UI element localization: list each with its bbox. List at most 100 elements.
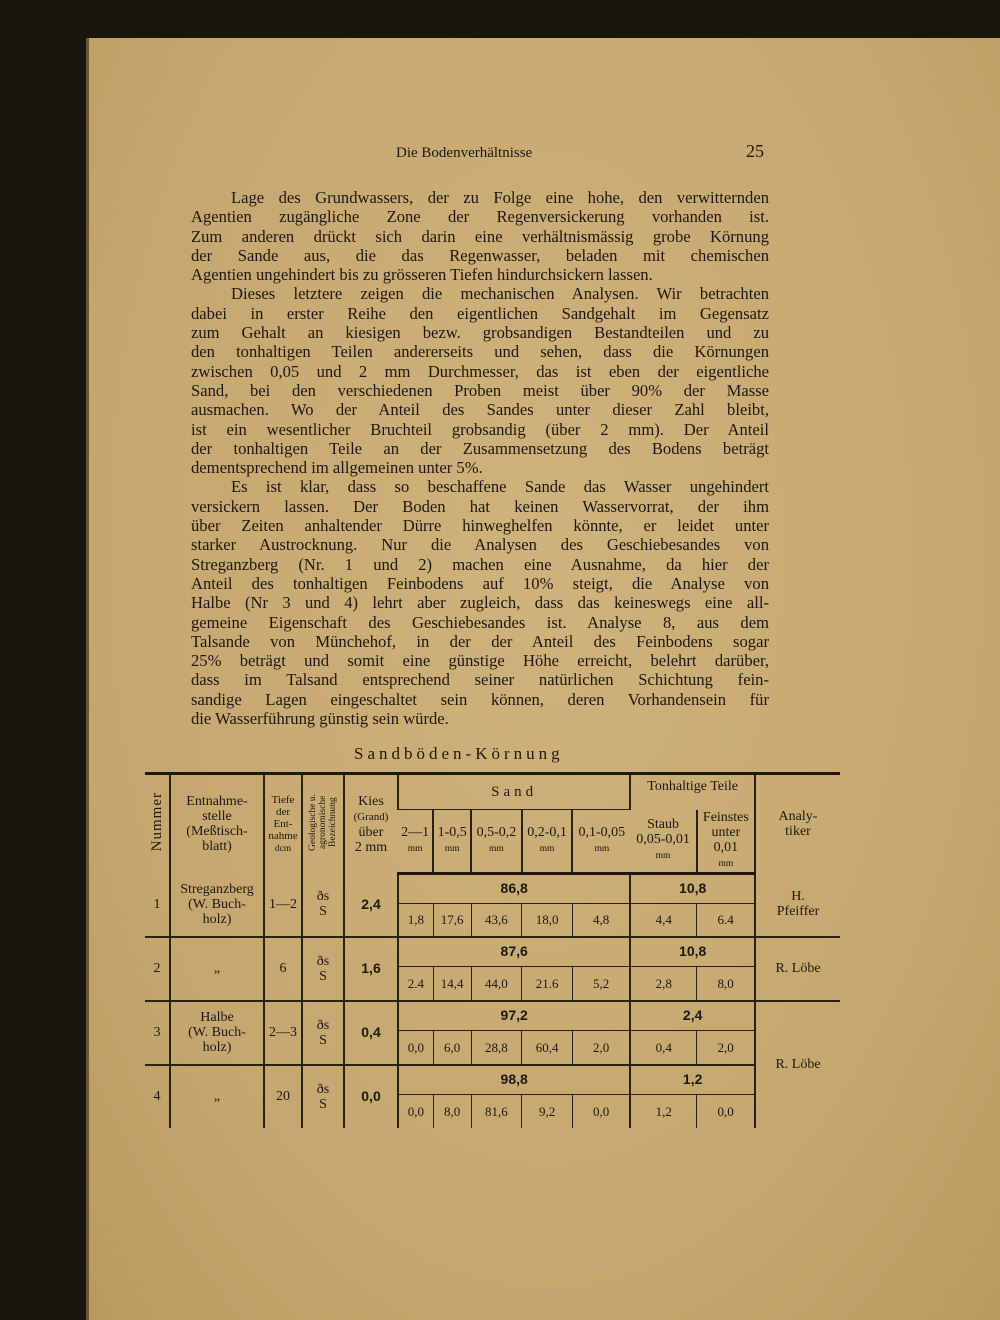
text-line: sandige Lagen eingeschaltet sein können,… [191, 689, 769, 709]
header-feinst: Feinstes unter 0,01 mm [695, 809, 755, 875]
cell-sand-total: 98,8 [396, 1063, 631, 1095]
cell-staub: 2,8 [629, 966, 697, 1001]
header-sand-fraction: 2—1 mm [398, 809, 434, 875]
text-line: die Wasserführung günstig sein würde. [191, 709, 449, 729]
table-row-detail: 1,8 17,6 43,6 18,0 4,8 4,4 6.4 [145, 903, 840, 937]
cell-staub: 4,4 [629, 903, 697, 937]
cell-stelle: „ [169, 935, 264, 1001]
cell-kies: 0,4 [343, 999, 398, 1065]
cell-staub: 0,4 [629, 1030, 697, 1065]
header-text: (Meßtisch- [186, 824, 248, 839]
header-nummer: Nummer [148, 792, 165, 852]
cell-geologie: ðs S [301, 1063, 344, 1128]
header-sand-fraction: 0,5-0,2 mm [470, 809, 522, 875]
text-line: Sand, bei den verschiedenen Proben meist… [191, 380, 769, 400]
page-number: 25 [746, 141, 764, 161]
cell-geologie: ðs S [301, 873, 344, 937]
cell-sand-fraction: 4,8 [571, 903, 631, 937]
text-line: gemeine Eigenschaft des Geschiebesandes … [191, 612, 769, 632]
text-line: den tonhaltigen Teilen andererseits und … [191, 342, 769, 362]
header-text: über [358, 824, 384, 840]
header-text: Ent- [273, 817, 293, 830]
cell-analytiker: H. Pfeiffer [754, 873, 840, 937]
cell-feinst: 2,0 [696, 1030, 755, 1065]
header-analytiker: Analy-tiker [754, 773, 840, 873]
cell-tiefe: 2—3 [263, 999, 302, 1065]
text-line: dabei in erster Reihe den eigentlichen S… [191, 303, 769, 323]
cell-sand-fraction: 43,6 [470, 903, 522, 937]
cell-nummer: 3 [145, 999, 170, 1065]
cell-stelle: Streganzberg (W. Buch-holz) [169, 873, 264, 937]
cell-ton-total: 2,4 [629, 999, 755, 1031]
cell-sand-fraction: 44,0 [470, 966, 522, 1001]
text-line: Agentien ungehindert bis zu grösseren Ti… [191, 265, 653, 285]
header-text: 2 mm [354, 839, 388, 855]
cell-nummer: 2 [145, 935, 170, 1001]
cell-kies: 2,4 [343, 873, 398, 937]
header-stelle: Entnahme-stelle (Meßtisch-blatt) [169, 773, 264, 873]
cell-feinst: 8,0 [696, 966, 755, 1001]
cell-analytiker: R. Löbe [754, 999, 840, 1128]
header-text: tiker [785, 824, 811, 839]
cell-ton-total: 10,8 [629, 873, 755, 904]
header-sand: Sand [396, 773, 631, 810]
cell-sand-total: 87,6 [396, 935, 631, 967]
cell-sand-fraction: 21.6 [521, 966, 573, 1001]
header-text: Entnahme- [186, 794, 248, 809]
cell-sand-fraction: 2,0 [571, 1030, 631, 1065]
body-text: Lage des Grundwassers, der zu Folge eine… [191, 188, 769, 728]
cell-sand-fraction: 5,2 [571, 966, 631, 1001]
table-row-detail: 0,0 8,0 81,6 9,2 0,0 1,2 0,0 [145, 1094, 840, 1128]
text-line: Dieses letztere zeigen die mechanischen … [231, 284, 769, 304]
text-line: Halbe (Nr 3 und 4) lehrt aber zugleich, … [191, 593, 769, 613]
cell-stelle: Halbe (W. Buch-holz) [169, 999, 264, 1065]
cell-sand-fraction: 2.4 [396, 966, 434, 1001]
header-text: Analy- [778, 809, 818, 824]
header-text: agronomische [318, 795, 328, 849]
cell-sand-fraction: 9,2 [521, 1094, 573, 1128]
cell-ton-total: 10,8 [629, 935, 755, 967]
cell-sand-total: 86,8 [396, 873, 631, 904]
text-line: der tonhaltigen Teile an der Zusammenset… [191, 438, 769, 458]
header-text: Tiefe [271, 793, 295, 806]
header-geologie: Geologische u. agronomische Bezeichnung [301, 773, 344, 873]
text-line: versickern lassen. Der Boden hat keinen … [191, 496, 769, 516]
table-row: 3 Halbe (W. Buch-holz) 2—3 ðs S 0,4 97,2 2… [145, 999, 840, 1128]
cell-sand-fraction: 0,0 [571, 1094, 631, 1128]
cell-sand-fraction: 17,6 [432, 903, 472, 937]
cell-sand-fraction: 6,0 [432, 1030, 472, 1065]
header-text: (Grand) [353, 810, 389, 823]
text-line: Streganzberg (Nr. 1 und 2) machen eine A… [191, 554, 769, 574]
table-row-detail: 0,0 6,0 28,8 60,4 2,0 0,4 2,0 [145, 1030, 840, 1065]
text-line: zum Gehalt an kiesigen bezw. grobsandige… [191, 323, 769, 343]
text-line: Anteil des tonhaltigen Feinbodens auf 10… [191, 573, 769, 593]
header-sand-fraction: 1-0,5 mm [432, 809, 472, 875]
cell-analytiker: R. Löbe [754, 935, 840, 1001]
text-line: ausmachen. Wo der Anteil des Sandes unte… [191, 400, 769, 420]
cell-tiefe: 6 [263, 935, 302, 1001]
cell-sand-fraction: 0,0 [396, 1030, 434, 1065]
cell-sand-fraction: 14,4 [432, 966, 472, 1001]
cell-staub: 1,2 [629, 1094, 697, 1128]
table-title: Sandböden-Körnung [354, 744, 564, 763]
cell-nummer: 4 [145, 1063, 170, 1128]
text-line: Agentien zugängliche Zone der Regenversi… [191, 207, 769, 227]
cell-kies: 1,6 [343, 935, 398, 1001]
cell-kies: 0,0 [343, 1063, 398, 1128]
header-text: Geologische u. [308, 793, 318, 851]
table-row: 1 Streganzberg (W. Buch-holz) 1—2 ðs S 2,4… [145, 873, 840, 937]
grain-size-table: Nummer Entnahme-stelle (Meßtisch-blatt) T… [145, 772, 840, 1128]
text-line: dementsprechend im allgemeinen unter 5%. [191, 458, 483, 478]
text-line: dass im Talsand entsprechend seiner natü… [191, 670, 769, 690]
header-kies: Kies (Grand) über 2 mm [343, 773, 398, 873]
header-tonhaltige-teile: Tonhaltige Teile [629, 773, 755, 810]
cell-feinst: 0,0 [696, 1094, 755, 1128]
cell-sand-fraction: 60,4 [521, 1030, 573, 1065]
cell-geologie: ðs S [301, 999, 344, 1065]
running-title: Die Bodenverhältnisse [396, 145, 533, 161]
cell-sand-total: 97,2 [396, 999, 631, 1031]
text-line: 25% beträgt und somit eine günstige Höhe… [191, 651, 769, 671]
cell-sand-fraction: 18,0 [521, 903, 573, 937]
cell-tiefe: 1—2 [263, 873, 302, 937]
cell-sand-fraction: 81,6 [470, 1094, 522, 1128]
